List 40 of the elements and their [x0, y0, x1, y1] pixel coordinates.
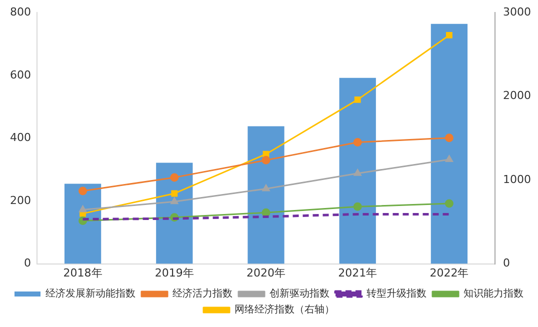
point: [446, 32, 452, 38]
x-tick-label: 2022年: [430, 266, 469, 280]
point: [170, 173, 179, 182]
point: [445, 155, 453, 162]
point: [444, 199, 454, 208]
legend-label: 知识能力指数: [464, 288, 524, 300]
y2-tick-label: 2000: [503, 89, 532, 102]
legend-label: 创新驱动指数: [270, 288, 330, 300]
y-tick-label: 200: [10, 194, 31, 207]
point: [262, 184, 270, 192]
point: [78, 186, 88, 196]
x-tick-label: 2018年: [63, 266, 102, 280]
y2-tick-label: 1000: [503, 172, 532, 186]
bar: [430, 24, 468, 264]
bar: [248, 126, 284, 264]
y-tick-label: 800: [10, 5, 31, 18]
point: [353, 138, 362, 147]
point: [262, 208, 270, 217]
x-tick-label: 2021年: [338, 266, 378, 280]
bar: [64, 184, 102, 264]
point: [171, 190, 178, 197]
point: [262, 156, 270, 164]
bar: [339, 78, 376, 264]
legend-label: 网络经济指数（右轴）: [234, 304, 334, 316]
point: [79, 206, 87, 212]
y-tick-label: 400: [10, 131, 31, 144]
point: [353, 202, 362, 211]
point: [354, 96, 361, 103]
legend-label: 转型升级指数: [366, 288, 426, 300]
point: [170, 197, 178, 204]
legend-label: 经济活力指数: [172, 288, 232, 300]
y-tick-label: 0: [24, 256, 31, 270]
point: [444, 134, 454, 142]
x-tick-label: 2020年: [246, 266, 286, 280]
y2-tick-label: 3000: [503, 5, 532, 18]
x-tick-label: 2019年: [154, 266, 194, 280]
point: [354, 169, 362, 176]
legend-label: 经济发展新动能指数: [46, 288, 136, 300]
y2-tick-label: 0: [503, 256, 510, 270]
y-tick-label: 600: [10, 68, 31, 82]
